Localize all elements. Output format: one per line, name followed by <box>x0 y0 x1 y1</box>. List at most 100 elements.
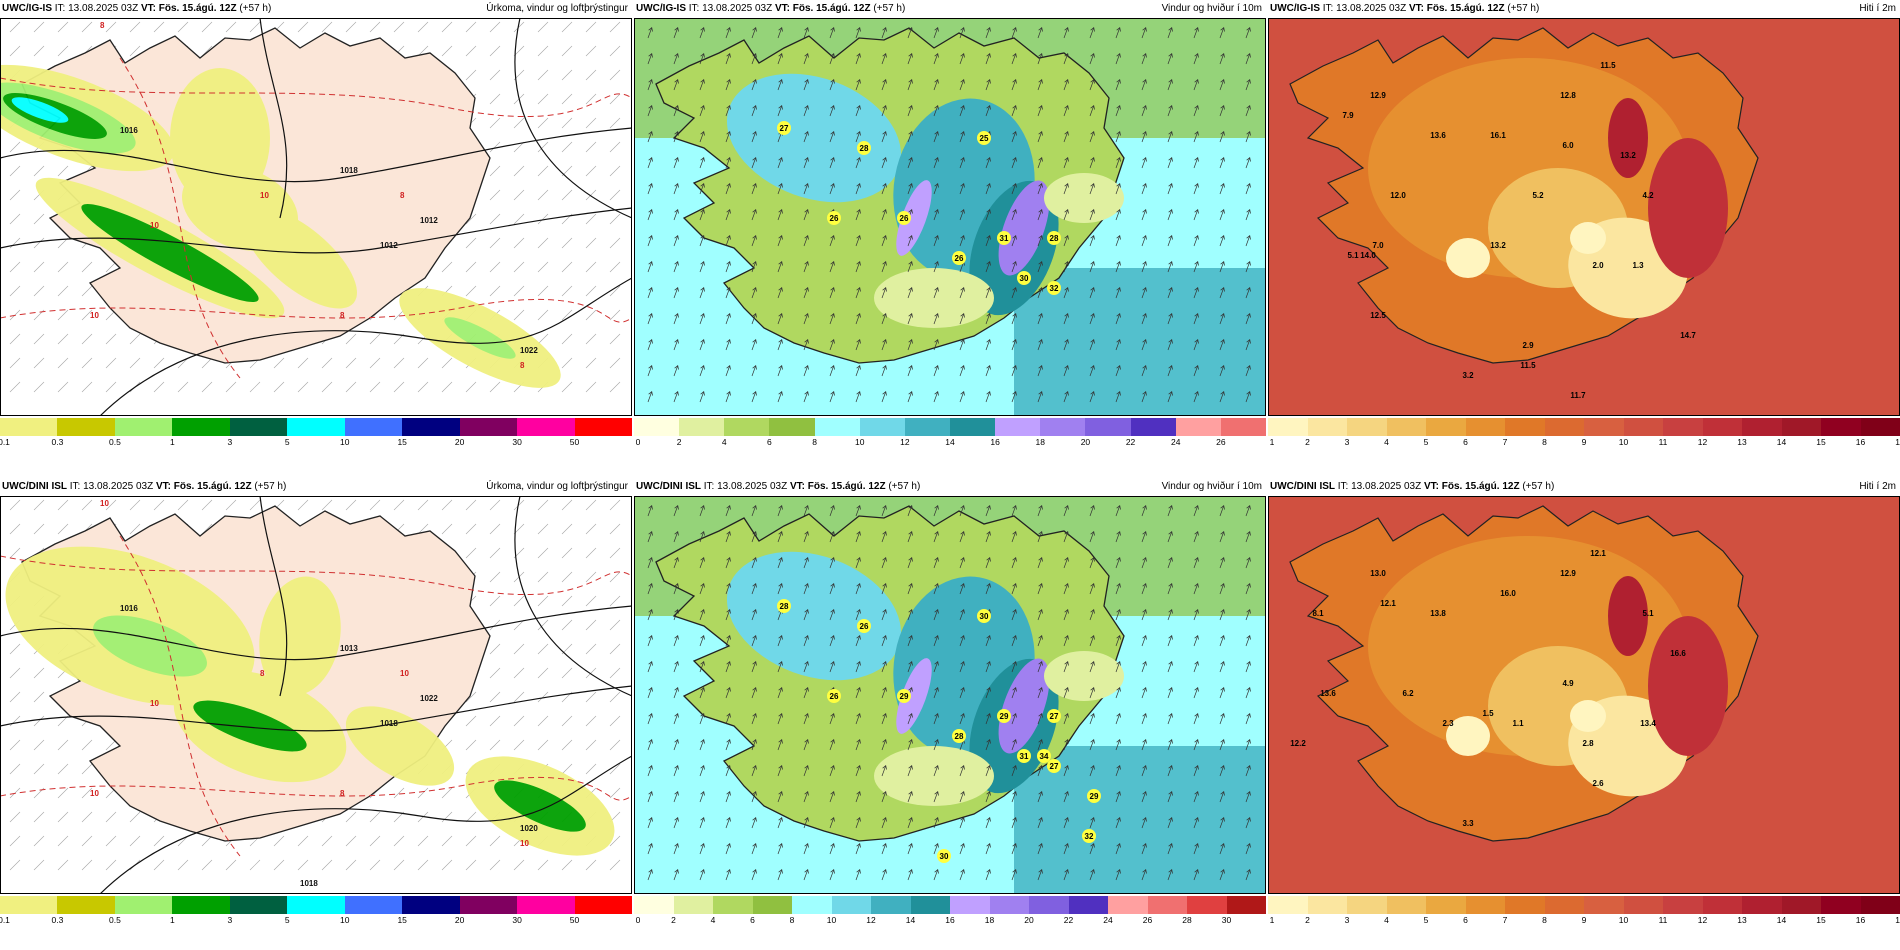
wind-arrow-head <box>934 209 939 214</box>
wind-barb <box>129 523 141 535</box>
colorbar-swatch <box>1584 418 1624 436</box>
wind-arrow <box>985 105 991 117</box>
wind-arrow-head <box>1012 661 1017 666</box>
map-canvas: 12.97.913.6 16.112.811.56.013.24.212.0 5.2… <box>1268 18 1900 416</box>
wind-arrow-head <box>1090 365 1095 370</box>
wind-arrow <box>1141 739 1147 751</box>
valid-time: Fös. 15.ágú. 12Z <box>158 3 237 14</box>
wind-arrow <box>829 365 835 377</box>
wind-arrow <box>933 817 939 829</box>
wind-arrow <box>1245 313 1251 325</box>
wind-barb <box>465 237 477 249</box>
wind-barb <box>609 117 621 129</box>
precip-area <box>243 207 357 309</box>
wind-arrow <box>647 765 653 777</box>
wind-arrow-head <box>1246 557 1251 562</box>
wind-arrow <box>985 739 991 751</box>
wind-arrow <box>985 817 991 829</box>
wind-barb <box>369 859 381 871</box>
wind-barb <box>609 691 621 703</box>
wind-arrow-head <box>1220 131 1225 136</box>
wind-arrow-head <box>1220 635 1225 640</box>
gust-label: 29 <box>1090 792 1099 801</box>
wind-arrow <box>699 209 705 221</box>
temperature-value: 5.2 <box>1532 191 1544 200</box>
wind-arrow-head <box>778 843 783 848</box>
wind-arrow-head <box>1064 791 1069 796</box>
wind-arrow-head <box>648 131 653 136</box>
wind-arrow <box>777 53 783 65</box>
colorbar-swatch <box>1426 418 1466 436</box>
wind-arrow <box>1037 339 1043 351</box>
wind-arrow-head <box>882 557 887 562</box>
wind-arrow-head <box>1064 557 1069 562</box>
wind-arrow-head <box>830 505 835 510</box>
wind-arrow-head <box>1220 869 1225 874</box>
wind-arrow <box>803 505 809 517</box>
wind-arrow-head <box>830 287 835 292</box>
wind-arrow <box>725 105 731 117</box>
wind-barb <box>9 381 21 393</box>
wind-arrow <box>751 365 757 377</box>
wind-arrow <box>1089 765 1095 777</box>
wind-barb <box>369 21 381 33</box>
wind-arrow-head <box>804 869 809 874</box>
wind-barb <box>369 499 381 511</box>
wind-arrow <box>933 635 939 647</box>
wind-arrow <box>647 131 653 143</box>
wind-arrow <box>1167 687 1173 699</box>
wind-arrow <box>1037 583 1043 595</box>
wind-barb <box>33 691 45 703</box>
wind-arrow <box>725 661 731 673</box>
wind-arrow <box>699 339 705 351</box>
wind-barb <box>561 69 573 81</box>
wind-arrow-head <box>1142 27 1147 32</box>
valid-time: Fös. 15.ágú. 12Z <box>173 481 252 492</box>
wind-arrow-head <box>1246 365 1251 370</box>
wind-arrow <box>1167 209 1173 221</box>
wind-arrow <box>751 287 757 299</box>
wind-arrow <box>1141 391 1147 403</box>
wind-barb <box>561 667 573 679</box>
wind-barb <box>465 547 477 559</box>
wind-arrow <box>1063 791 1069 803</box>
wind-barb <box>465 715 477 727</box>
wind-arrow-head <box>856 79 861 84</box>
wind-arrow-head <box>1090 287 1095 292</box>
wind-arrow-head <box>1064 687 1069 692</box>
wind-barb <box>105 835 117 847</box>
gust-label: 27 <box>1050 762 1059 771</box>
wind-arrow <box>1167 105 1173 117</box>
colorbar-tick: 12 <box>866 915 876 925</box>
wind-barb <box>153 21 165 33</box>
wind-barb <box>129 811 141 823</box>
wind-arrow-head <box>1116 209 1121 214</box>
wind-barb <box>585 643 597 655</box>
wind-arrow <box>751 609 757 621</box>
wind-arrow-head <box>1012 635 1017 640</box>
wind-arrow <box>751 817 757 829</box>
wind-arrow <box>1219 287 1225 299</box>
temperature-areas <box>1368 58 1728 319</box>
wind-arrow <box>855 843 861 855</box>
wind-arrow <box>699 261 705 273</box>
wind-barb <box>345 811 357 823</box>
it-label: IT: <box>703 481 715 492</box>
wind-arrow-head <box>1220 661 1225 666</box>
wind-barb <box>81 309 93 321</box>
wind-arrow-head <box>674 661 679 666</box>
wind-arrow-head <box>752 105 757 110</box>
wind-arrow-head <box>1090 53 1095 58</box>
wind-arrow <box>1037 183 1043 195</box>
wind-arrow-head <box>700 791 705 796</box>
wind-arrow-head <box>1116 505 1121 510</box>
colorbar-tick: 1 <box>169 915 175 925</box>
wind-barb <box>537 237 549 249</box>
wind-arrow-head <box>1168 791 1173 796</box>
wind-barb <box>225 859 237 871</box>
wind-arrow <box>751 583 757 595</box>
wind-arrow-head <box>882 209 887 214</box>
wind-arrow <box>985 557 991 569</box>
wind-arrow-head <box>934 339 939 344</box>
